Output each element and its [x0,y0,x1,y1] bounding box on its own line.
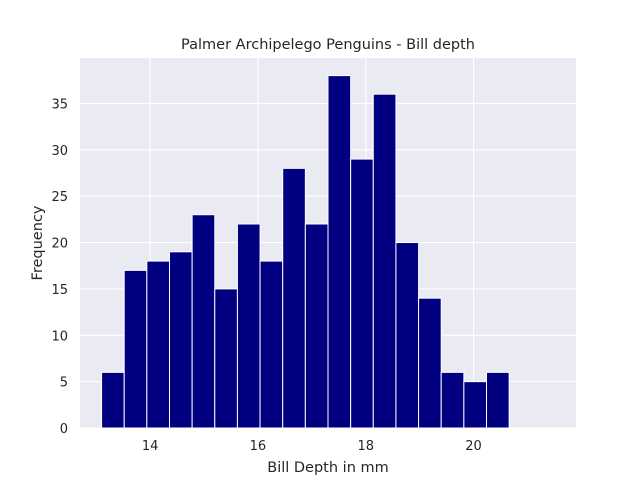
histogram-bar [304,223,329,429]
y-tick-label: 35 [51,97,68,112]
histogram-bar [282,167,306,429]
histogram-bar [214,288,238,429]
x-tick-label: 20 [465,439,482,454]
y-tick-label: 5 [60,376,68,391]
y-tick-label: 20 [51,237,68,252]
histogram-bar [236,223,261,429]
y-tick-labels: 0 5 10 15 20 25 30 35 [51,97,68,437]
histogram-bar [418,297,442,429]
histogram-bar [327,75,352,429]
x-tick-label: 18 [357,439,374,454]
y-tick-label: 0 [60,422,68,437]
chart-title: Palmer Archipelego Penguins - Bill depth [181,37,475,53]
histogram-bar [101,371,125,429]
histogram-bar [463,381,488,429]
y-tick-label: 10 [51,329,68,344]
x-tick-label: 16 [250,439,267,454]
histogram-bar [146,260,170,429]
bars [101,75,510,429]
x-tick-labels: 14 16 18 20 [142,439,482,454]
histogram-bar [350,158,374,429]
y-axis-label: Frequency [30,205,46,280]
y-tick-label: 30 [51,144,68,159]
histogram-bar [123,269,148,429]
histogram-bar [372,93,397,429]
histogram-bar [168,251,193,429]
y-tick-label: 15 [51,283,68,298]
histogram-bar [259,260,284,429]
y-tick-label: 25 [51,190,68,205]
histogram-bar [440,371,465,429]
histogram-bar [395,242,420,429]
x-axis-label: Bill Depth in mm [267,460,389,476]
histogram-bar [486,371,510,429]
histogram-bar [191,214,216,429]
x-tick-label: 14 [142,439,159,454]
